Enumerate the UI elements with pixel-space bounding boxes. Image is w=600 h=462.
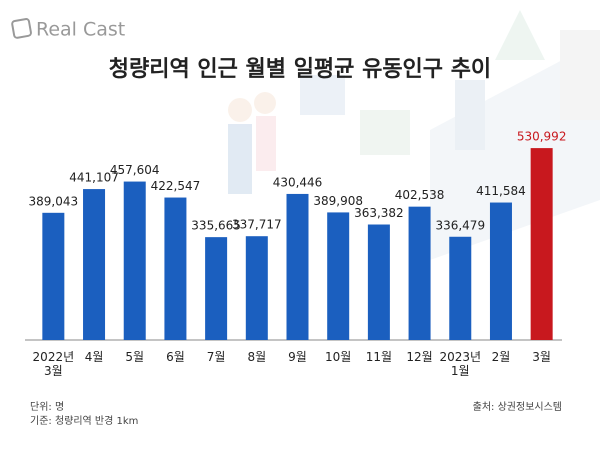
bar	[123, 181, 146, 340]
value-label: 389,908	[313, 194, 363, 208]
value-label: 530,992	[517, 130, 567, 144]
x-tick-label: 7월	[206, 350, 226, 364]
logo-text: Real Cast	[36, 19, 125, 41]
x-tick-label: 8월	[247, 350, 267, 364]
bar	[286, 193, 309, 340]
value-label: 402,538	[395, 188, 445, 202]
value-label: 337,717	[232, 218, 282, 232]
value-label: 422,547	[151, 179, 201, 193]
bar	[489, 202, 512, 340]
bar	[367, 224, 390, 340]
basis-note: 기준: 청량리역 반경 1km	[30, 416, 139, 427]
value-label: 411,584	[476, 184, 526, 198]
bar	[327, 212, 350, 340]
value-label: 336,479	[435, 218, 485, 232]
unit-note: 단위: 명	[30, 402, 65, 413]
x-tick-label: 9월	[288, 350, 307, 364]
bar	[449, 236, 472, 340]
bar	[83, 189, 106, 340]
value-label: 363,382	[354, 206, 404, 220]
source-note: 출처: 상권정보시스템	[472, 402, 562, 413]
bar	[245, 236, 268, 340]
bar	[42, 212, 65, 340]
value-label: 389,043	[29, 194, 79, 208]
x-tick-label: 6월	[166, 350, 185, 364]
x-tick-label: 10월	[325, 350, 352, 364]
logo: Real Cast	[11, 18, 125, 41]
x-tick-label: 2022년 3월	[32, 350, 75, 378]
x-tick-label: 2월	[491, 350, 511, 364]
bar	[205, 237, 228, 340]
value-label: 457,604	[110, 163, 160, 177]
value-label: 335,665	[191, 219, 241, 233]
bar	[164, 197, 187, 340]
x-tick-label: 11월	[365, 350, 393, 364]
value-label: 441,107	[69, 171, 119, 185]
x-tick-label: 2023년 1월	[439, 350, 482, 378]
x-tick-label: 5월	[125, 350, 145, 364]
background-illustration	[228, 10, 600, 260]
bar	[530, 148, 553, 340]
bar	[408, 206, 431, 340]
chart-title: 청량리역 인근 월별 일평균 유동인구 추이	[109, 57, 491, 82]
value-label: 430,446	[273, 175, 323, 189]
x-tick-label: 3월	[532, 350, 551, 364]
x-tick-label: 4월	[84, 350, 104, 364]
x-tick-label: 12월	[406, 350, 433, 364]
